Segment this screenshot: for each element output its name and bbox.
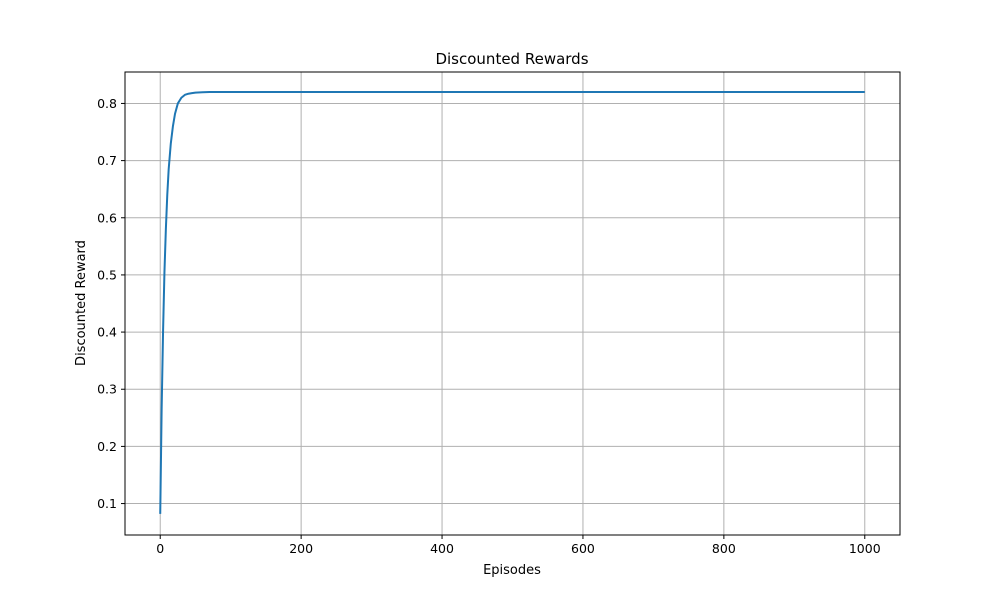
x-tick-label: 1000 [849,541,881,556]
y-tick-label: 0.8 [97,96,117,111]
x-tick-label: 600 [571,541,595,556]
series-layer [159,91,865,514]
y-tick-label: 0.5 [97,267,117,282]
chart-title: Discounted Rewards [435,50,588,68]
x-tick-label: 200 [289,541,313,556]
series-line [159,91,865,514]
x-tick-label: 800 [712,541,736,556]
y-tick-label: 0.6 [97,210,117,225]
grid [125,72,900,535]
y-tick-label: 0.7 [97,153,117,168]
x-tick-label: 400 [430,541,454,556]
y-tick-label: 0.2 [97,439,117,454]
x-tick-label: 0 [156,541,164,556]
plot-frame [124,71,901,536]
ticks: 0 200 400 600 800 1000 0.1 0.2 0.3 0.4 0.5 0.6 0.7 0.… [97,96,881,556]
y-tick-label: 0.1 [97,496,117,511]
x-axis-label: Episodes [483,563,541,578]
y-tick-label: 0.4 [97,325,117,340]
y-tick-label: 0.3 [97,382,117,397]
y-axis-label: Discounted Reward [74,240,89,366]
